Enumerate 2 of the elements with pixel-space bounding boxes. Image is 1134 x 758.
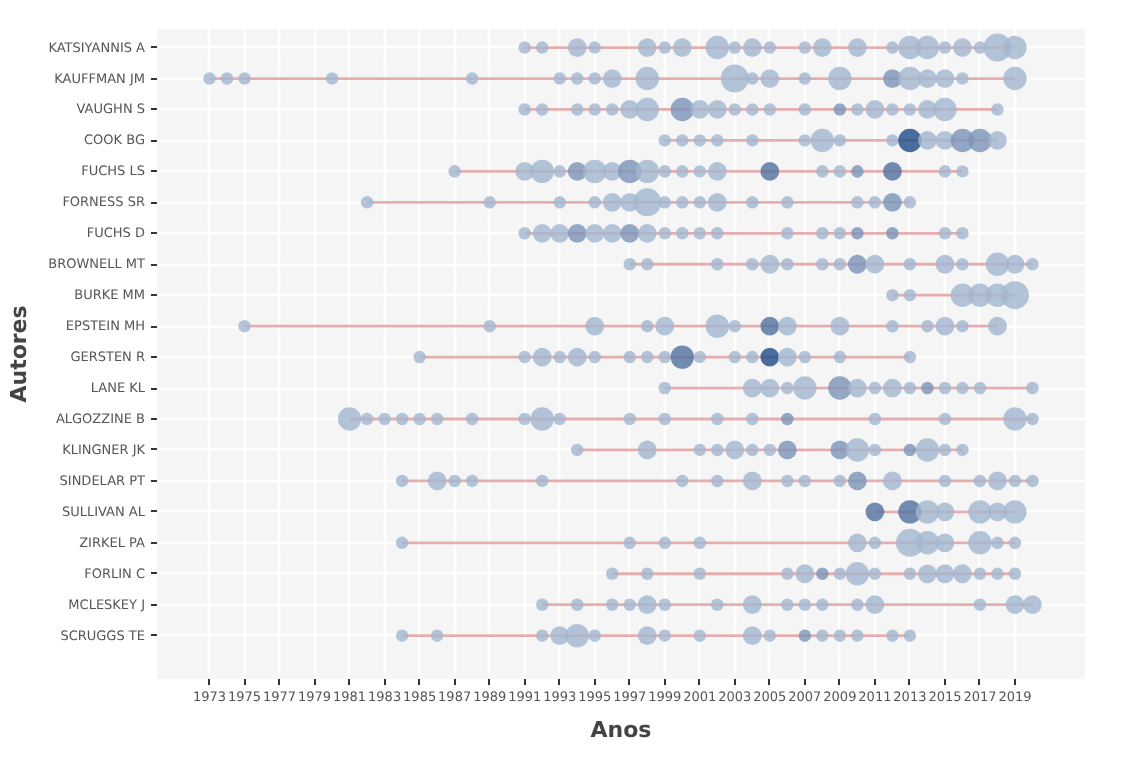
x-axis-title: Anos — [590, 717, 653, 743]
y-axis-title: Autores — [6, 304, 33, 403]
